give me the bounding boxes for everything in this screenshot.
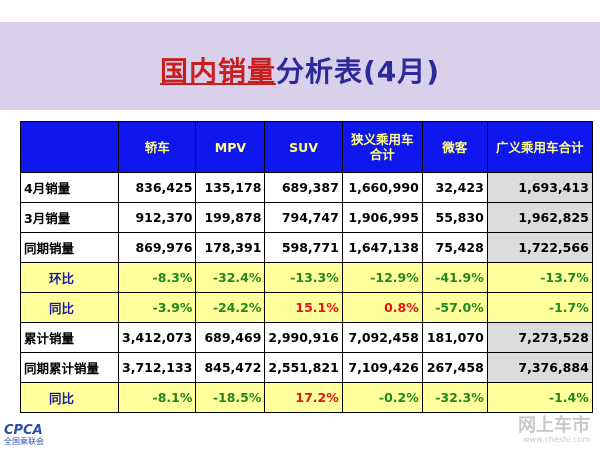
row-label: 累计销量 xyxy=(20,322,119,353)
table-cell: -12.9% xyxy=(341,262,423,293)
table-cell: 7,092,458 xyxy=(341,322,423,353)
table-cell: -24.2% xyxy=(195,292,266,323)
row-label: 同比 xyxy=(20,292,119,323)
logo-subtitle: 全国乘联会 xyxy=(4,437,44,446)
table-cell: 1,647,138 xyxy=(341,232,423,263)
row-label: 同比 xyxy=(20,382,119,413)
table-cell: 836,425 xyxy=(117,172,197,203)
title-part-1: 国内销量 xyxy=(159,55,276,88)
table-cell: 2,990,916 xyxy=(264,322,343,353)
table-cell: -41.9% xyxy=(421,262,488,293)
table-cell: 135,178 xyxy=(195,172,266,203)
table-cell: 598,771 xyxy=(264,232,343,263)
header-cell-sedan: 轿车 xyxy=(117,121,197,173)
table-cell: -13.3% xyxy=(264,262,343,293)
table-cell: 1,660,990 xyxy=(341,172,423,203)
table-cell: 55,830 xyxy=(421,202,488,233)
table-row: 4月销量 836,425 135,178 689,387 1,660,990 32,423… xyxy=(20,172,593,203)
header-cell-minivan: 微客 xyxy=(421,121,488,173)
table-cell: 0.8% xyxy=(341,292,423,323)
table-cell: 869,976 xyxy=(117,232,197,263)
table-cell: 3,412,073 xyxy=(117,322,197,353)
table-cell: -0.2% xyxy=(341,382,423,413)
row-label: 4月销量 xyxy=(20,172,119,203)
table-cell: -13.7% xyxy=(486,262,593,293)
watermark-text: 网上车市 xyxy=(518,415,590,436)
table-cell: 267,458 xyxy=(421,352,488,383)
title-part-2: 分析表(4月) xyxy=(275,55,441,88)
table-row: 同期销量 869,976 178,391 598,771 1,647,138 75,428… xyxy=(20,232,593,263)
title-band xyxy=(0,22,600,110)
table-row: 同比 -8.1% -18.5% 17.2% -0.2% -32.3% -1.4% xyxy=(20,382,593,413)
table-cell: 2,551,821 xyxy=(264,352,343,383)
table-cell: 1,962,825 xyxy=(486,202,593,233)
table-cell: 3,712,133 xyxy=(117,352,197,383)
table-cell: -8.3% xyxy=(117,262,197,293)
table-cell: 15.1% xyxy=(264,292,343,323)
table-cell: 845,472 xyxy=(195,352,266,383)
header-row: 轿车 MPV SUV 狭义乘用车合计 微客 广义乘用车合计 xyxy=(20,121,593,173)
table-cell: 1,693,413 xyxy=(486,172,593,203)
header-cell-suv: SUV xyxy=(264,121,343,173)
cpca-logo: CPCA 全国乘联会 xyxy=(4,424,62,446)
watermark-url: www.cheshi.com xyxy=(523,435,590,444)
sales-table: 轿车 MPV SUV 狭义乘用车合计 微客 广义乘用车合计 4月销量 836,42… xyxy=(20,121,593,413)
header-cell-corner xyxy=(20,121,119,173)
row-label: 环比 xyxy=(20,262,119,293)
header-cell-broad-total: 广义乘用车合计 xyxy=(486,121,593,173)
table-cell: 794,747 xyxy=(264,202,343,233)
table-cell: 689,387 xyxy=(264,172,343,203)
table-cell: 32,423 xyxy=(421,172,488,203)
row-label: 同期销量 xyxy=(20,232,119,263)
row-label: 3月销量 xyxy=(20,202,119,233)
table-row: 累计销量 3,412,073 689,469 2,990,916 7,092,458 18… xyxy=(20,322,593,353)
row-label: 同期累计销量 xyxy=(20,352,119,383)
table-cell: 181,070 xyxy=(421,322,488,353)
table-cell: -1.4% xyxy=(486,382,593,413)
page-title: 国内销量分析表(4月) xyxy=(0,50,600,90)
table-cell: -32.3% xyxy=(421,382,488,413)
table-cell: 1,722,566 xyxy=(486,232,593,263)
table-row: 环比 -8.3% -32.4% -13.3% -12.9% -41.9% -13.7% xyxy=(20,262,593,293)
table-row: 同比 -3.9% -24.2% 15.1% 0.8% -57.0% -1.7% xyxy=(20,292,593,323)
table-cell: 75,428 xyxy=(421,232,488,263)
table-cell: -18.5% xyxy=(195,382,266,413)
table-cell: -1.7% xyxy=(486,292,593,323)
table-cell: -8.1% xyxy=(117,382,197,413)
table-cell: 17.2% xyxy=(264,382,343,413)
table-cell: 7,109,426 xyxy=(341,352,423,383)
table-cell: 178,391 xyxy=(195,232,266,263)
table-cell: 912,370 xyxy=(117,202,197,233)
sales-table-body: 轿车 MPV SUV 狭义乘用车合计 微客 广义乘用车合计 4月销量 836,42… xyxy=(20,121,593,413)
table-cell: 689,469 xyxy=(195,322,266,353)
table-cell: -3.9% xyxy=(117,292,197,323)
table-cell: -32.4% xyxy=(195,262,266,293)
table-cell: 7,273,528 xyxy=(486,322,593,353)
table-cell: 1,906,995 xyxy=(341,202,423,233)
table-cell: 7,376,884 xyxy=(486,352,593,383)
table-row: 同期累计销量 3,712,133 845,472 2,551,821 7,109,426… xyxy=(20,352,593,383)
table-cell: 199,878 xyxy=(195,202,266,233)
table-row: 3月销量 912,370 199,878 794,747 1,906,995 55,830… xyxy=(20,202,593,233)
header-cell-narrow-total: 狭义乘用车合计 xyxy=(341,121,423,173)
header-cell-mpv: MPV xyxy=(195,121,266,173)
logo-mark: CPCA xyxy=(4,423,43,438)
table-cell: -57.0% xyxy=(421,292,488,323)
watermark: 网上车市 www.cheshi.com xyxy=(518,417,590,445)
